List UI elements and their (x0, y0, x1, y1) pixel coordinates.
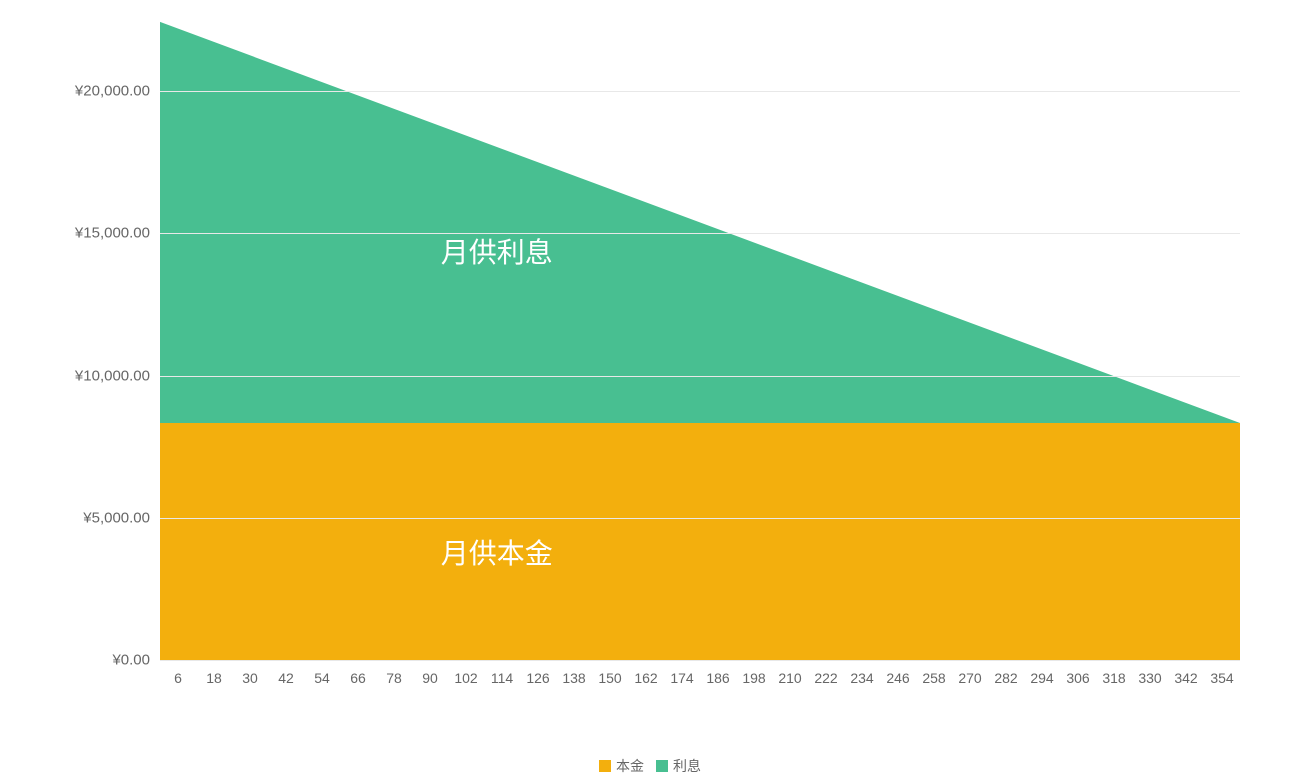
x-axis-label: 66 (350, 670, 366, 686)
x-axis-label: 198 (742, 670, 765, 686)
gridline (160, 518, 1240, 519)
x-axis-label: 90 (422, 670, 438, 686)
x-axis-label: 222 (814, 670, 837, 686)
x-axis-label: 234 (850, 670, 873, 686)
legend-label-interest: 利息 (673, 756, 701, 776)
x-axis-label: 78 (386, 670, 402, 686)
x-axis-label: 174 (670, 670, 693, 686)
plot-area (160, 20, 1240, 660)
x-axis-label: 18 (206, 670, 222, 686)
gridline (160, 233, 1240, 234)
x-axis-label: 282 (994, 670, 1017, 686)
legend-swatch-interest (656, 760, 668, 772)
x-axis-label: 138 (562, 670, 585, 686)
x-axis-label: 246 (886, 670, 909, 686)
legend-item-interest: 利息 (656, 756, 701, 776)
stacked-area-chart: ¥0.00 ¥5,000.00 ¥10,000.00 ¥15,000.00 ¥20,00… (50, 20, 1270, 720)
y-axis-label: ¥0.00 (112, 652, 150, 669)
y-axis-label: ¥20,000.00 (75, 83, 150, 100)
x-axis-label: 270 (958, 670, 981, 686)
chart-svg (160, 20, 1240, 660)
area-interest (160, 22, 1240, 423)
gridline (160, 376, 1240, 377)
x-axis-label: 150 (598, 670, 621, 686)
x-axis-label: 294 (1030, 670, 1053, 686)
x-axis-label: 6 (174, 670, 182, 686)
area-principal (160, 423, 1240, 660)
gridline (160, 91, 1240, 92)
x-axis-label: 186 (706, 670, 729, 686)
y-axis-label: ¥5,000.00 (83, 509, 150, 526)
x-axis-label: 210 (778, 670, 801, 686)
gridline (160, 660, 1240, 661)
annotation-interest: 月供利息 (441, 231, 553, 271)
legend: 本金 利息 (599, 756, 701, 776)
x-axis-label: 306 (1066, 670, 1089, 686)
x-axis-label: 318 (1102, 670, 1125, 686)
x-axis-label: 30 (242, 670, 258, 686)
x-axis-label: 102 (454, 670, 477, 686)
x-axis-label: 126 (526, 670, 549, 686)
annotation-principal: 月供本金 (441, 532, 553, 572)
legend-label-principal: 本金 (616, 756, 644, 776)
x-axis-label: 342 (1174, 670, 1197, 686)
x-axis-label: 162 (634, 670, 657, 686)
x-axis-label: 42 (278, 670, 294, 686)
legend-swatch-principal (599, 760, 611, 772)
x-axis-label: 54 (314, 670, 330, 686)
x-axis-label: 354 (1210, 670, 1233, 686)
legend-item-principal: 本金 (599, 756, 644, 776)
x-axis-label: 114 (491, 670, 513, 686)
y-axis-label: ¥15,000.00 (75, 225, 150, 242)
y-axis-label: ¥10,000.00 (75, 367, 150, 384)
x-axis-label: 330 (1138, 670, 1161, 686)
x-axis-label: 258 (922, 670, 945, 686)
